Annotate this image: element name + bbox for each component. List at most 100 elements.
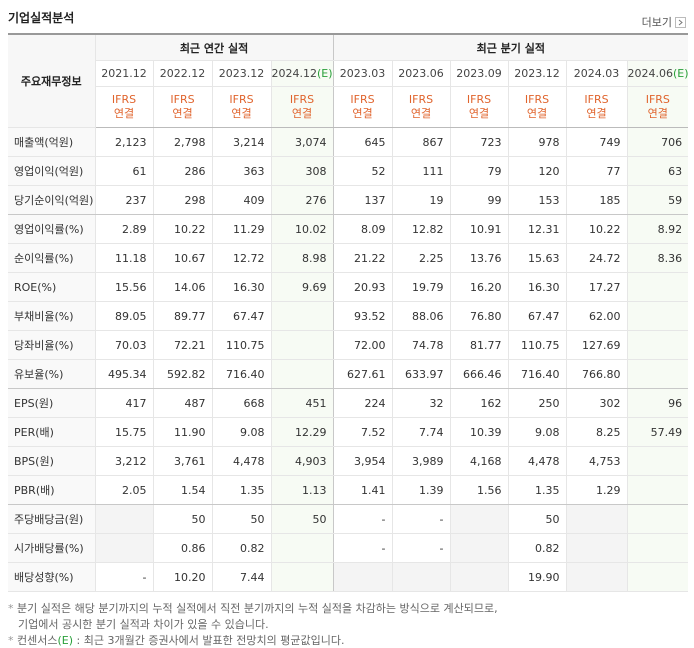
value-cell: 633.97 — [391, 359, 451, 389]
note-mark: (E) — [57, 634, 74, 647]
value-cell: 62.00 — [565, 301, 628, 331]
period-header: 2023.09 — [449, 60, 509, 87]
data-row: 주당배당금(원) 50 50 50- -50 — [8, 504, 689, 534]
row-label: 순이익률(%) — [8, 243, 95, 273]
value-cell: 162 — [449, 388, 509, 418]
data-row: 순이익률(%) 11.18 10.67 12.72 8.98 21.22 2.25 13.76… — [8, 243, 689, 273]
data-row: BPS(원) 3,212 3,761 4,478 4,903 3,954 3,989 4,16… — [8, 446, 689, 476]
standard-row: IFRS 연결 IFRS 연결 IFRS 연결 IFRS 연결 IFRS 연결 IFRS 연결 IFRS… — [8, 86, 689, 128]
value-cell: 1.54 — [152, 475, 212, 505]
row-label: BPS(원) — [8, 446, 95, 476]
value-cell: 15.56 — [94, 272, 153, 302]
header-row: 주요재무정보 최근 연간 실적 최근 분기 실적 — [8, 33, 689, 128]
value-cell: 76.80 — [449, 301, 509, 331]
more-link[interactable]: 더보기 — [642, 14, 686, 30]
value-cell: 3,989 — [391, 446, 451, 476]
standard-label: IFRS — [584, 93, 609, 106]
empty-cell — [94, 533, 153, 563]
standard-label: IFRS — [229, 93, 254, 106]
period-header: 2023.12 — [211, 60, 271, 87]
standard-label: IFRS — [524, 93, 550, 106]
value-cell: 766.80 — [565, 359, 628, 389]
value-cell: 99 — [449, 185, 509, 215]
standard-label: IFRS — [408, 93, 434, 106]
value-cell: 592.82 — [152, 359, 212, 389]
row-label: 영업이익률(%) — [8, 214, 95, 244]
value-cell: 2,798 — [152, 127, 212, 157]
more-icon[interactable] — [675, 16, 686, 28]
value-cell: 110.75 — [211, 330, 271, 360]
value-cell: 110.75 — [507, 330, 567, 360]
note-text: 컨센서스 — [17, 634, 58, 647]
standard-label: IFRS — [170, 93, 195, 106]
value-cell: 645 — [332, 127, 393, 157]
value-cell: 15.75 — [94, 417, 153, 447]
data-row: 시가배당률(%) 0.86 0.82- -0.82 — [8, 533, 689, 563]
standard-header: IFRS 연결 — [391, 86, 451, 128]
period-label: 2023.12 — [514, 67, 560, 80]
period-header: 2024.06(E) — [626, 60, 689, 87]
standard-label: 연결 — [647, 107, 668, 120]
value-cell: 10.91 — [449, 214, 509, 244]
empty-cell — [626, 475, 689, 505]
value-cell: 96 — [626, 388, 689, 418]
standard-label: 연결 — [410, 107, 432, 120]
value-cell: 302 — [565, 388, 628, 418]
period-label: 2024.06 — [627, 67, 674, 80]
standard-label: IFRS — [289, 93, 315, 106]
period-header: 2023.12 — [507, 60, 567, 87]
empty-cell — [270, 533, 334, 563]
more-text[interactable]: 더보기 — [641, 16, 672, 29]
data-row: 유보율(%) 495.34 592.82 716.40 627.61 633.97 666.… — [8, 359, 689, 389]
value-cell: 11.18 — [94, 243, 153, 273]
value-cell: 50 — [507, 504, 567, 534]
empty-cell — [626, 330, 689, 360]
value-cell: 1.29 — [565, 475, 628, 505]
financial-table: 주요재무정보 최근 연간 실적 최근 분기 실적 2021.12 2022.12 2023… — [8, 33, 689, 592]
value-cell: 11.90 — [152, 417, 212, 447]
standard-label: IFRS — [111, 93, 137, 106]
empty-cell — [626, 301, 689, 331]
row-label: 영업이익(억원) — [8, 156, 95, 186]
value-cell: 77 — [565, 156, 628, 186]
value-cell: 2.05 — [94, 475, 153, 505]
value-cell: 93.52 — [332, 301, 393, 331]
value-cell: 11.29 — [211, 214, 271, 244]
empty-cell — [626, 562, 689, 592]
value-cell: 1.13 — [270, 475, 334, 505]
standard-label: 연결 — [468, 107, 490, 120]
data-row: 매출액(억원) 2,123 2,798 3,214 3,074 645 867 723 978 7… — [8, 127, 689, 157]
value-cell: 20.93 — [332, 272, 393, 302]
value-cell: 9.08 — [211, 417, 271, 447]
value-cell: - — [332, 504, 393, 534]
value-cell: 3,214 — [211, 127, 271, 157]
row-label: EPS(원) — [8, 388, 95, 418]
value-cell: 10.39 — [449, 417, 509, 447]
value-cell: 12.31 — [507, 214, 567, 244]
empty-cell — [391, 562, 451, 592]
value-cell: 723 — [449, 127, 509, 157]
row-label: 배당성향(%) — [8, 562, 95, 592]
value-cell: 67.47 — [211, 301, 271, 331]
value-cell: 12.72 — [211, 243, 271, 273]
value-cell: 32 — [391, 388, 451, 418]
value-cell: 14.06 — [152, 272, 212, 302]
value-cell: 19.90 — [507, 562, 567, 592]
empty-cell — [565, 562, 628, 592]
value-cell: 10.22 — [152, 214, 212, 244]
estimate-mark: (E) — [317, 67, 333, 80]
value-cell: 19 — [391, 185, 451, 215]
value-cell: 224 — [332, 388, 393, 418]
data-row: 영업이익(억원) 61 286 363 308 52 111 79 120 77 63 — [8, 156, 689, 186]
value-cell: 24.72 — [565, 243, 628, 273]
value-cell: 7.44 — [211, 562, 271, 592]
note-text: 분기 실적은 해당 분기까지의 누적 실적에서 직전 분기까지의 누적 실적을 … — [17, 602, 498, 615]
note: * 컨센서스(E) : 최근 3개월간 증권사에서 발표한 전망치의 평균값입니… — [8, 634, 345, 647]
value-cell: 2.25 — [391, 243, 451, 273]
note-text: : 최근 3개월간 증권사에서 발표한 전망치의 평균값입니다. — [73, 634, 345, 647]
period-label: 2022.12 — [159, 67, 206, 80]
period-header: 2021.12 — [94, 60, 153, 87]
value-cell: 61 — [94, 156, 153, 186]
value-cell: 4,903 — [270, 446, 334, 476]
